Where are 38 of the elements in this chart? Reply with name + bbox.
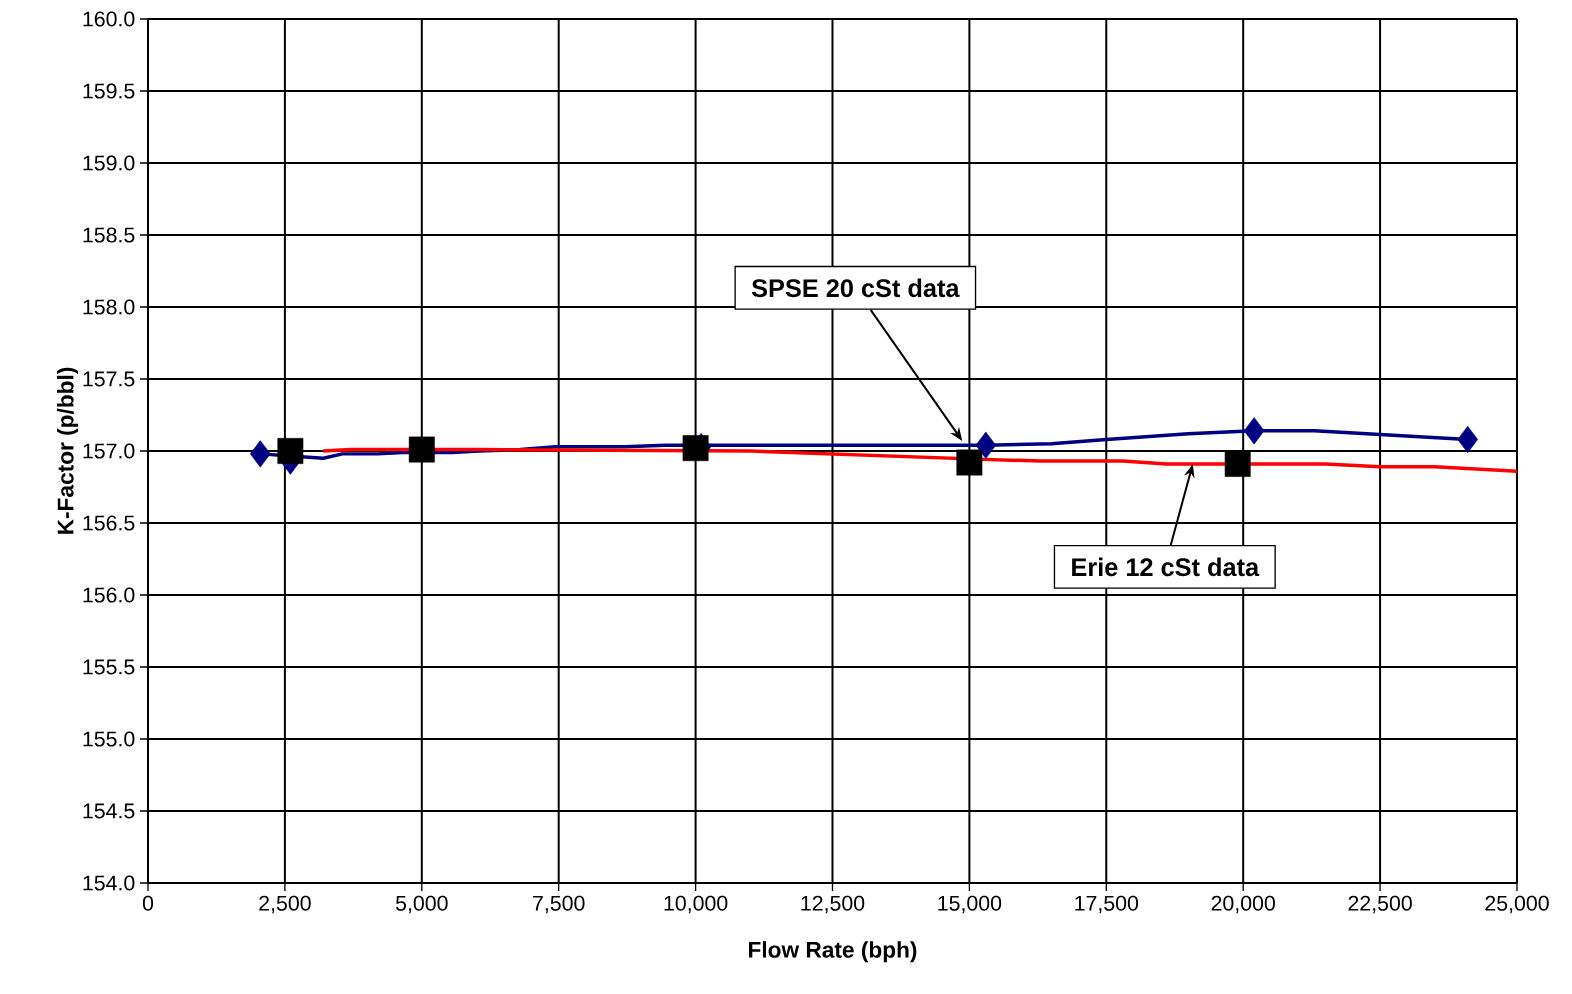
y-tick-label: 157.5	[83, 371, 135, 387]
y-tick-label: 154.0	[83, 875, 135, 891]
y-tick-label: 158.0	[83, 299, 135, 315]
y-tick-label: 155.5	[83, 659, 135, 675]
y-tick-label: 156.0	[83, 587, 135, 603]
annotation: SPSE 20 cSt data	[751, 278, 960, 298]
y-tick-label: 160.0	[83, 11, 135, 27]
point	[249, 440, 271, 468]
y-tick-label: 158.5	[83, 227, 135, 243]
point	[956, 449, 983, 476]
x-tick-label: 10,000	[664, 895, 728, 914]
y-axis-title: K-Factor (p/bbl)	[56, 367, 79, 534]
annotation: Erie 12 cSt data	[1072, 557, 1260, 577]
x-tick-label: 17,500	[1075, 895, 1139, 914]
x-tick-label: 12,500	[801, 895, 865, 914]
line-series	[321, 447, 1519, 473]
y-tick-label: 159.5	[83, 83, 135, 99]
x-tick-label: 20,000	[1211, 895, 1275, 914]
x-tick-label: 5,000	[395, 895, 448, 914]
y-tick-label: 159.0	[83, 155, 135, 171]
point	[1243, 417, 1265, 445]
y-tick-label: 157.0	[83, 443, 135, 459]
x-tick-label: 15,000	[938, 895, 1002, 914]
x-tick-label: 25,000	[1485, 895, 1549, 914]
y-tick-label: 156.5	[83, 515, 135, 531]
point	[1224, 451, 1251, 477]
point	[277, 438, 304, 464]
point	[682, 435, 709, 462]
point	[975, 431, 997, 459]
x-tick-label: 0	[142, 895, 154, 911]
x-axis-title: Flow Rate (bph)	[749, 941, 917, 963]
x-tick-label: 2,500	[259, 895, 311, 914]
y-tick-label: 154.5	[83, 803, 135, 819]
point	[1457, 425, 1478, 454]
x-tick-label: 7,500	[533, 895, 585, 914]
x-tick-label: 22,500	[1348, 895, 1412, 914]
y-tick-label: 155.0	[83, 731, 135, 747]
point	[408, 436, 435, 463]
